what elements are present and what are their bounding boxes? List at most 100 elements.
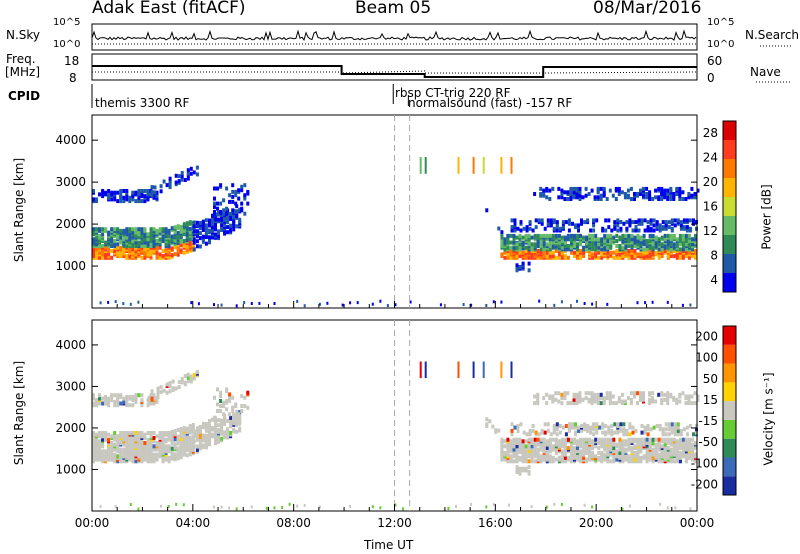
heatmap-cell <box>560 300 563 304</box>
heatmap-cell <box>548 437 552 442</box>
heatmap-cell <box>533 447 537 452</box>
heatmap-cell <box>648 190 652 195</box>
heatmap-cell <box>110 434 114 439</box>
heatmap-cell <box>510 432 514 437</box>
heatmap-cell <box>229 228 233 233</box>
heatmap-cell <box>555 432 559 437</box>
heatmap-cell <box>143 449 147 454</box>
heatmap-cell <box>528 428 532 433</box>
heatmap-cell <box>563 197 567 201</box>
velocity-colorbar-tick: 15 <box>703 393 718 407</box>
heatmap-cell <box>586 424 590 428</box>
heatmap-cell <box>500 444 504 449</box>
heatmap-cell <box>616 228 620 233</box>
heatmap-cell <box>681 444 685 449</box>
heatmap-cell <box>235 507 238 511</box>
heatmap-cell <box>113 403 117 408</box>
heatmap-cell <box>672 242 676 247</box>
heatmap-cell <box>125 398 129 403</box>
heatmap-cell <box>235 204 239 209</box>
heatmap-cell <box>225 206 229 211</box>
heatmap-cell <box>512 437 516 442</box>
heatmap-cell <box>539 186 543 191</box>
heatmap-cell <box>551 399 555 404</box>
heatmap-cell <box>238 207 242 212</box>
heatmap-cell <box>542 449 546 454</box>
heatmap-cell <box>642 441 646 445</box>
heatmap-cell <box>167 233 171 238</box>
heatmap-cell <box>143 189 147 193</box>
heatmap-cell <box>576 233 579 238</box>
heatmap-cell <box>667 220 671 225</box>
heatmap-cell <box>165 390 169 395</box>
heatmap-cell <box>234 402 238 407</box>
heatmap-cell <box>116 403 120 408</box>
heatmap-cell <box>240 409 244 413</box>
heatmap-cell <box>692 218 695 223</box>
heatmap-cell <box>571 425 574 430</box>
heatmap-cell <box>629 397 633 402</box>
heatmap-cell <box>159 385 163 390</box>
heatmap-cell <box>134 190 138 195</box>
heatmap-cell <box>137 454 141 459</box>
heatmap-cell <box>631 430 635 435</box>
heatmap-cell <box>604 424 608 428</box>
heatmap-cell <box>110 227 114 232</box>
heatmap-cell <box>681 391 685 396</box>
heatmap-cell <box>660 242 664 247</box>
heatmap-cell <box>155 434 159 439</box>
heatmap-cell <box>527 449 531 454</box>
heatmap-cell <box>627 233 631 238</box>
heatmap-cell <box>596 186 600 191</box>
heatmap-cell <box>176 434 180 439</box>
heatmap-cell <box>110 249 114 253</box>
heatmap-cell <box>158 237 162 242</box>
heatmap-cell <box>122 431 126 435</box>
heatmap-cell <box>594 233 598 238</box>
heatmap-cell <box>563 190 567 195</box>
heatmap-cell <box>155 239 159 243</box>
heatmap-cell <box>600 450 604 455</box>
heatmap-cell <box>576 446 579 450</box>
heatmap-cell <box>182 222 186 227</box>
heatmap-cell <box>570 250 573 255</box>
heatmap-cell <box>167 431 171 435</box>
heatmap-cell <box>563 444 567 449</box>
heatmap-cell <box>583 422 587 427</box>
heatmap-cell <box>240 184 244 189</box>
heatmap-cell <box>149 227 153 232</box>
heatmap-streak <box>419 157 422 174</box>
heatmap-cell <box>470 303 473 307</box>
heatmap-cell <box>554 457 558 462</box>
heatmap-cell <box>551 459 555 464</box>
heatmap-cell <box>119 192 123 197</box>
heatmap-cell <box>606 239 610 243</box>
heatmap-cell <box>678 450 682 455</box>
heatmap-cell <box>675 446 679 450</box>
heatmap-cell <box>634 225 638 230</box>
heatmap-cell <box>198 244 202 249</box>
heatmap-cell <box>601 422 605 427</box>
heatmap-cell <box>622 432 626 437</box>
heatmap-cell <box>630 249 634 253</box>
heatmap-cell <box>195 165 199 170</box>
heatmap-cell <box>648 193 652 198</box>
heatmap-cell <box>119 239 123 243</box>
heatmap-cell <box>125 189 129 193</box>
heatmap-cell <box>98 449 101 454</box>
heatmap-cell <box>651 242 655 247</box>
heatmap-cell <box>165 382 169 387</box>
heatmap-cell <box>128 437 132 442</box>
velocity-ytick-label: 1000 <box>55 462 86 476</box>
heatmap-cell <box>548 244 552 248</box>
heatmap-cell <box>113 197 117 202</box>
heatmap-cell <box>542 444 546 449</box>
heatmap-cell <box>596 392 600 397</box>
x-axis-title: Time UT <box>364 538 414 552</box>
heatmap-cell <box>92 393 95 398</box>
heatmap-cell <box>551 233 555 238</box>
heatmap-cell <box>530 242 534 247</box>
heatmap-cell <box>191 426 195 431</box>
heatmap-cell <box>654 235 658 240</box>
heatmap-cell <box>684 247 688 252</box>
